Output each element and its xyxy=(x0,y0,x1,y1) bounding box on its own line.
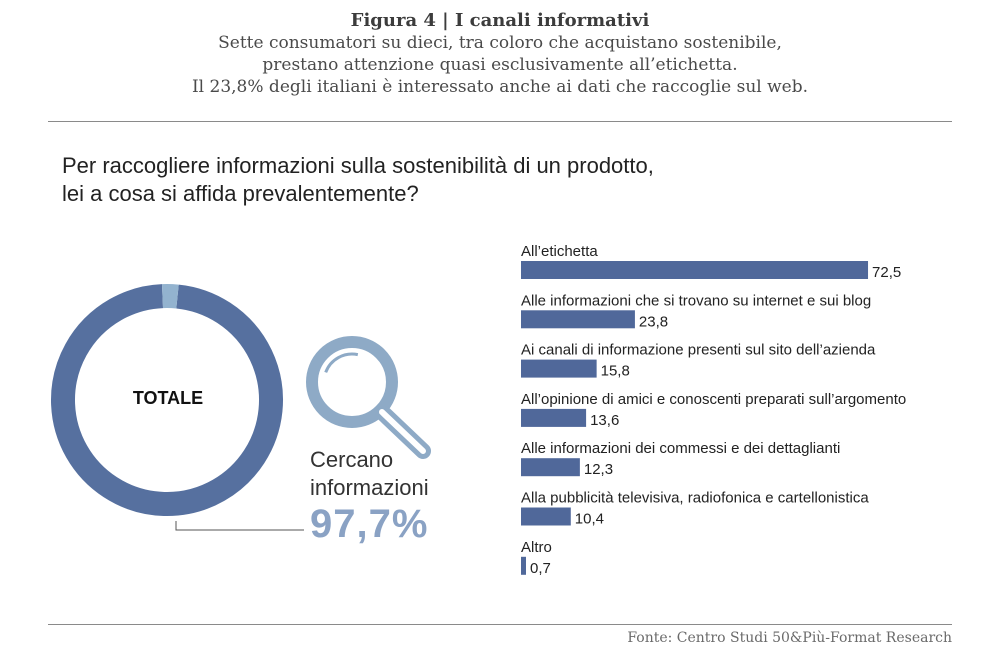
callout-value: 97,7% xyxy=(310,502,429,546)
bar xyxy=(521,408,587,427)
subtitle-line-1: Sette consumatori su dieci, tra coloro c… xyxy=(218,33,782,53)
question-line-1: Per raccogliere informazioni sulla soste… xyxy=(62,153,654,178)
bar xyxy=(521,310,635,329)
bar xyxy=(521,458,580,477)
bar-category-label: All’opinione di amici e conoscenti prepa… xyxy=(521,391,906,408)
bar-category-label: Ai canali di informazione presenti sul s… xyxy=(521,342,876,359)
subtitle-line-2: prestano attenzione quasi esclusivamente… xyxy=(262,55,738,75)
donut-slice-main xyxy=(51,284,283,516)
bar xyxy=(521,359,597,378)
bar-category-label: Altro xyxy=(521,539,552,556)
donut-chart xyxy=(51,284,431,531)
donut-slice-remainder xyxy=(161,284,179,309)
callout-label: Cercano informazioni xyxy=(310,446,429,502)
question-line-2: lei a cosa si affida prevalentemente? xyxy=(62,181,419,206)
magnifier-icon xyxy=(306,336,431,459)
bar-value-label: 23,8 xyxy=(639,313,668,330)
top-divider xyxy=(48,121,952,122)
bar-value-label: 0,7 xyxy=(530,560,551,577)
callout-label-line-2: informazioni xyxy=(310,475,429,500)
bar xyxy=(521,507,571,526)
bar-value-label: 10,4 xyxy=(575,511,604,528)
subtitle-line-3: Il 23,8% degli italiani è interessato an… xyxy=(191,77,809,97)
bar-value-label: 13,6 xyxy=(590,412,619,429)
donut-slices xyxy=(51,284,283,516)
bar-value-label: 15,8 xyxy=(601,363,630,380)
bar-value-label: 72,5 xyxy=(872,264,901,281)
bar-category-label: All’etichetta xyxy=(521,243,598,260)
callout-label-line-1: Cercano xyxy=(310,447,394,472)
bottom-divider xyxy=(48,624,952,625)
source-note: Fonte: Centro Studi 50&Più-Format Resear… xyxy=(627,630,952,646)
callout-leader-line xyxy=(175,521,304,531)
donut-center-label: TOTALE xyxy=(132,388,204,408)
bar-category-label: Alla pubblicità televisiva, radiofonica … xyxy=(521,490,869,507)
figure-header: Figura 4 | I canali informativi Sette co… xyxy=(0,10,1000,98)
bar xyxy=(521,261,869,279)
bar-category-label: Alle informazioni dei commessi e dei det… xyxy=(521,440,840,457)
bar-category-label: Alle informazioni che si trovano su inte… xyxy=(521,292,871,309)
figure-title: Figura 4 | I canali informativi xyxy=(350,10,650,31)
bar xyxy=(521,556,526,575)
survey-question: Per raccogliere informazioni sulla soste… xyxy=(62,152,822,208)
bar-value-label: 12,3 xyxy=(584,461,613,478)
